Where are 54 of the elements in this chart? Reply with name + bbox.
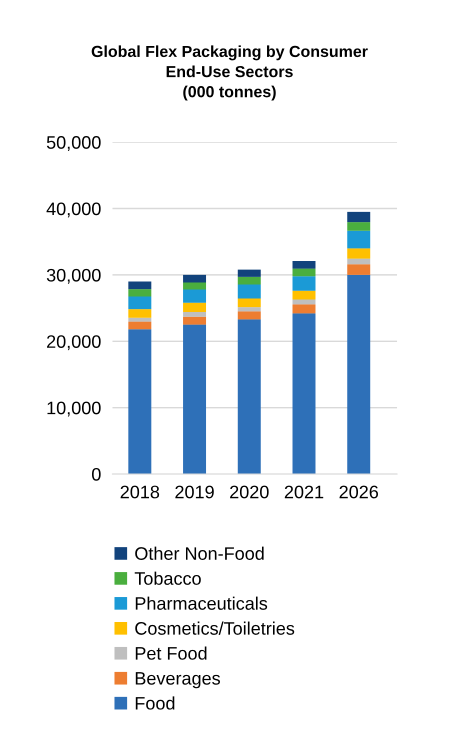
bar [183,302,206,312]
bar [292,290,316,300]
legend-label: Beverages [136,672,220,688]
bar [347,230,370,248]
bar [238,307,261,312]
bar [183,316,206,325]
bar [183,324,206,474]
bar [292,260,316,269]
bar [238,284,261,298]
bar [128,282,152,290]
bar [238,298,261,308]
bar [292,299,316,304]
bar [128,289,152,296]
legend-label: Pharmaceuticals [136,596,268,610]
legend-label: Tobacco [134,572,201,585]
y-tick-label: 30,000 [46,268,101,284]
bar [183,274,206,283]
x-tick-label: 2019 [175,486,214,498]
y-tick-label: 20,000 [47,335,101,350]
bar [347,274,370,474]
bar [347,212,370,222]
bar [128,322,152,330]
y-tick-label: 10,000 [48,402,101,416]
bar [238,270,261,277]
bar [183,289,206,303]
bar [183,312,206,317]
legend-label: Other Non-Food [135,546,264,560]
x-tick-label: 2021 [284,486,324,498]
x-tick-label: 2018 [120,486,160,498]
legend-label: Food [136,696,174,710]
bar [128,318,152,322]
bar [292,276,316,291]
bar [292,268,316,276]
y-tick-label: 40,000 [46,202,101,218]
bar [292,304,316,314]
bar [238,311,261,320]
bar [238,319,261,474]
bar [183,282,206,290]
chart-title: Global Flex Packaging by Consumer End-Use Sectors (000 tonnes) [92,45,368,101]
y-tick-label: 50,000 [46,136,101,151]
x-tick-label: 2020 [230,486,269,498]
bar [347,222,370,231]
y-tick-label: 0 [92,468,101,481]
bar [128,329,152,474]
bar [128,296,152,310]
bar [128,309,152,318]
bar [347,248,370,259]
bar [238,276,261,285]
x-tick-label: 2026 [340,486,378,498]
legend-label: Cosmetics/Toiletries [135,622,294,635]
bar [292,313,316,474]
bar [347,264,370,275]
bar [347,258,370,264]
legend-label: Pet Food [136,646,206,660]
